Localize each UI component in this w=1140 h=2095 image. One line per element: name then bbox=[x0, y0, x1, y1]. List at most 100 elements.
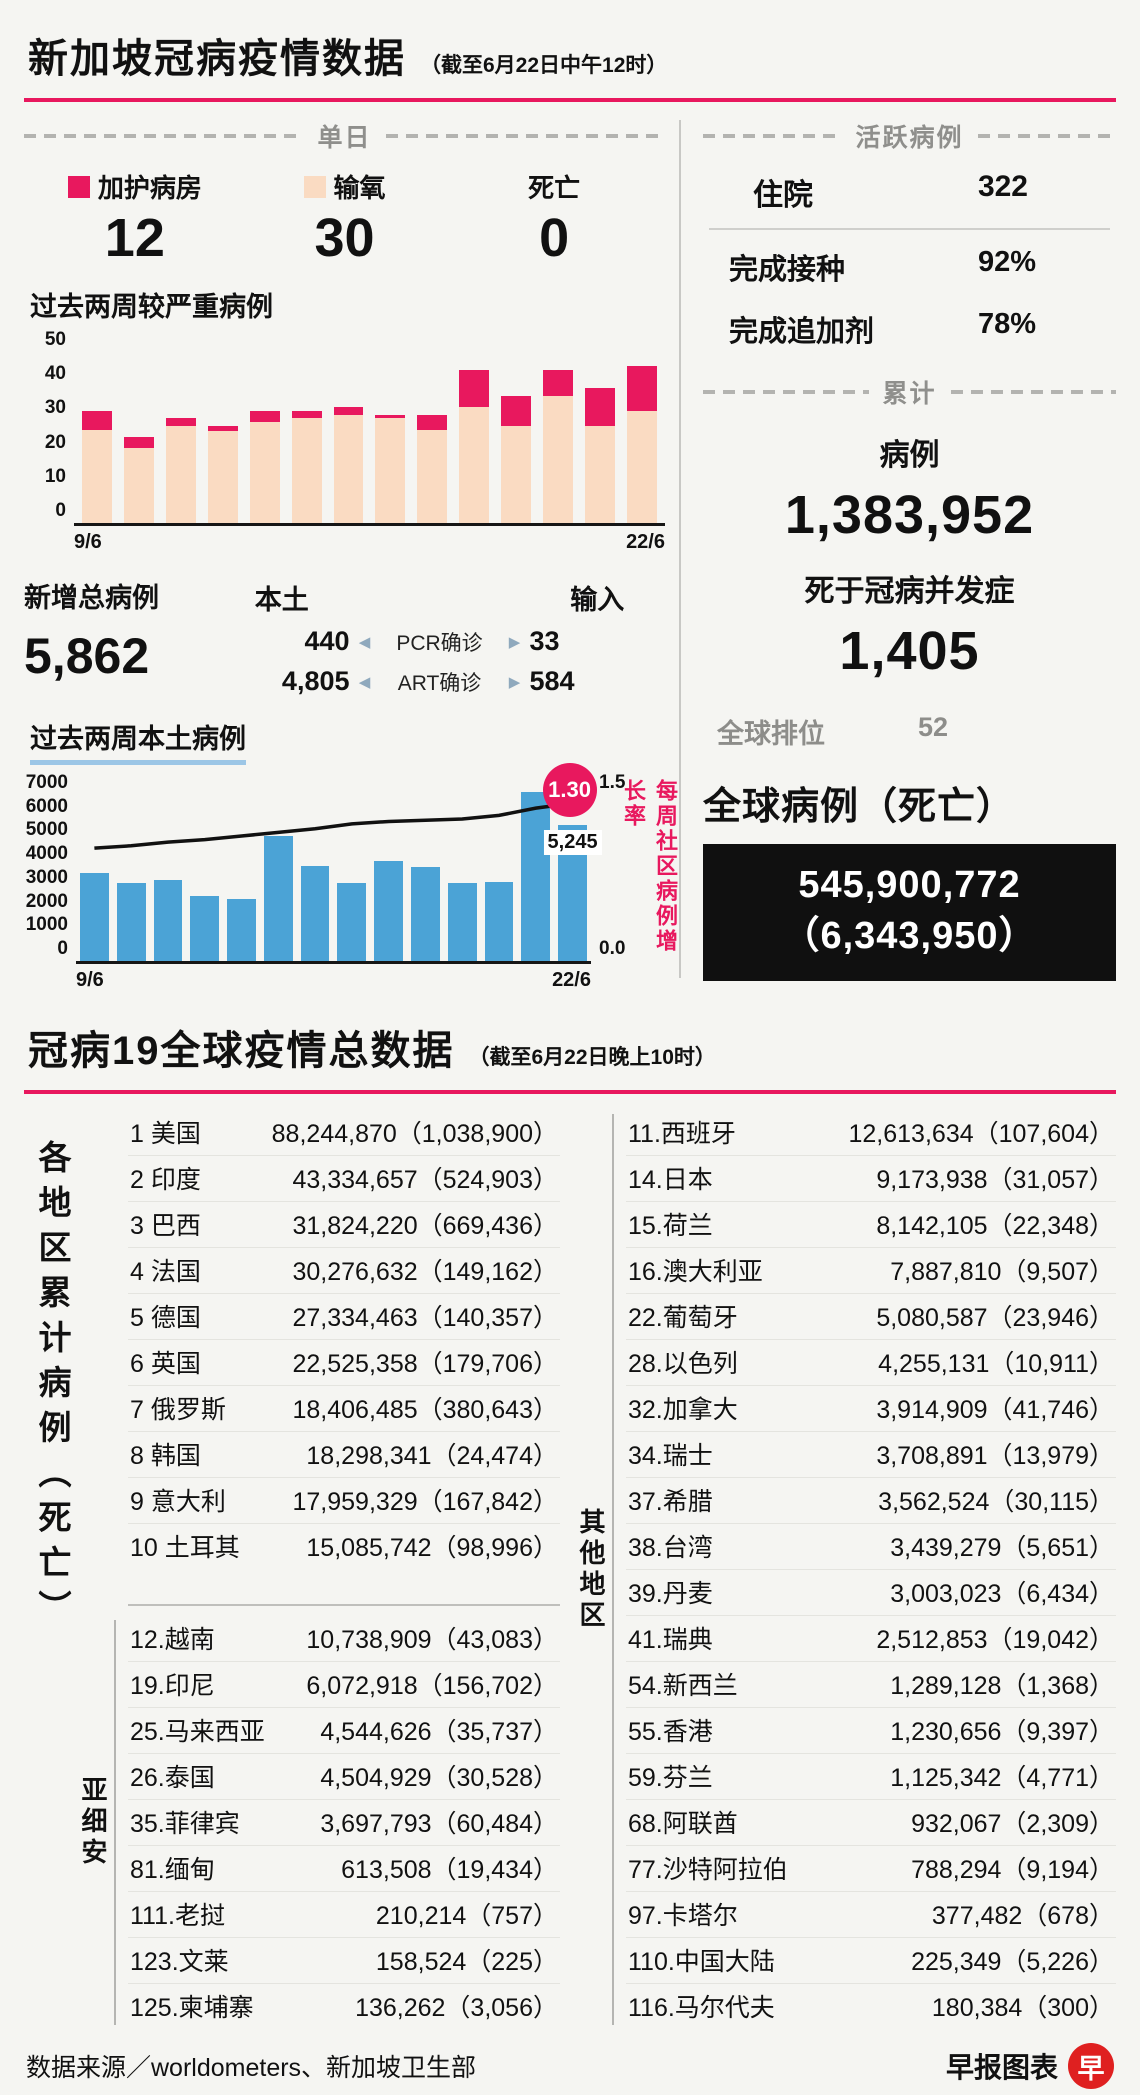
country-name: 97.卡塔尔 bbox=[628, 1902, 738, 1930]
y-tick-label: 0 bbox=[55, 499, 66, 521]
country-name: 125.柬埔寨 bbox=[130, 1994, 254, 2022]
country-name: 5 德国 bbox=[130, 1304, 201, 1332]
global-cases-box: 545,900,772 （6,343,950） bbox=[703, 844, 1116, 981]
asean-bracket bbox=[114, 1620, 116, 2025]
global-cases-value: 545,900,772 bbox=[798, 864, 1021, 906]
country-name: 81.缅甸 bbox=[130, 1856, 215, 1884]
country-value: 9,173,938（31,057） bbox=[876, 1166, 1114, 1194]
country-value: 225,349（5,226） bbox=[911, 1948, 1114, 1976]
country-name: 123.文莱 bbox=[130, 1948, 229, 1976]
country-name: 34.瑞士 bbox=[628, 1442, 713, 1470]
oxygen-segment bbox=[291, 418, 322, 523]
new-cases-total-block: 新增总病例 5,862 bbox=[24, 576, 214, 697]
severe-bar-stack bbox=[333, 336, 364, 523]
stats-column: 活跃病例 住院 322 完成接种 92% 完成追加剂 78% 累计 病例 bbox=[681, 112, 1117, 992]
growth-axis-max: 1.5 bbox=[599, 772, 626, 793]
y-tick-label: 2000 bbox=[25, 890, 68, 912]
country-name: 16.澳大利亚 bbox=[628, 1258, 763, 1286]
icu-segment bbox=[585, 388, 615, 426]
table-row: 8 韩国 18,298,341（24,474） bbox=[128, 1432, 560, 1478]
icu-segment bbox=[543, 369, 574, 396]
death-legend-item: 死亡 0 bbox=[449, 168, 659, 269]
icu-segment bbox=[626, 365, 657, 411]
top10-rows: 1 美国 88,244,870（1,038,900） 2 印度 43,334,657（… bbox=[128, 1110, 560, 1594]
icu-segment bbox=[291, 410, 322, 419]
table-row: 6 英国 22,525,358（179,706） bbox=[128, 1340, 560, 1386]
vaccinated-value: 92% bbox=[977, 246, 1036, 278]
oxygen-segment bbox=[123, 448, 154, 523]
local-case-bar bbox=[337, 883, 367, 961]
dash-line bbox=[950, 390, 1117, 394]
others-label: 其他地区 bbox=[576, 1507, 606, 1632]
icu-segment bbox=[501, 395, 532, 426]
dash-line bbox=[24, 134, 304, 138]
severe-chart-title: 过去两周较严重病例 bbox=[30, 292, 273, 322]
table-row: 9 意大利 17,959,329（167,842） bbox=[128, 1478, 560, 1524]
rank-label: 全球排位 bbox=[717, 719, 825, 749]
severe-cases-chart: 50 40 30 20 10 0 bbox=[24, 330, 665, 526]
country-name: 19.印尼 bbox=[130, 1672, 215, 1700]
group-separator bbox=[128, 1604, 560, 1606]
oxygen-segment bbox=[375, 418, 406, 523]
icu-segment bbox=[82, 410, 112, 430]
severe-plot bbox=[74, 336, 665, 526]
column-divider bbox=[679, 120, 681, 978]
y-tick-label: 6000 bbox=[25, 795, 68, 817]
asean-group: 亚细安 12.越南 10,738,909（43,083） 19.印尼 6,072,91… bbox=[78, 1616, 560, 2029]
country-value: 30,276,632（149,162） bbox=[292, 1258, 559, 1286]
new-cases-title: 新增总病例 bbox=[24, 583, 159, 613]
booster-value: 78% bbox=[977, 308, 1036, 340]
oxygen-count: 30 bbox=[314, 208, 375, 268]
oxygen-segment bbox=[165, 425, 196, 523]
table-row: 68.阿联酋 932,067（2,309） bbox=[626, 1800, 1116, 1846]
country-value: 18,298,341（24,474） bbox=[306, 1442, 558, 1470]
country-value: 3,697,793（60,484） bbox=[320, 1810, 558, 1838]
pcr-method-label: PCR确诊 bbox=[396, 631, 483, 655]
oxygen-segment bbox=[501, 425, 532, 523]
oxygen-label: 输氧 bbox=[333, 173, 386, 203]
country-name: 1 美国 bbox=[130, 1120, 201, 1148]
credit-block: 早报图表 早 bbox=[946, 2043, 1114, 2089]
growth-axis-label: 每周社区病例增长率 bbox=[621, 779, 678, 954]
table-row: 59.芬兰 1,125,342（4,771） bbox=[626, 1754, 1116, 1800]
active-section-label: 活跃病例 bbox=[855, 124, 964, 152]
local-header: 本土 bbox=[254, 585, 309, 615]
death-label: 死亡 bbox=[528, 173, 581, 203]
local-case-bar bbox=[116, 883, 146, 961]
country-name: 4 法国 bbox=[130, 1258, 201, 1286]
x-end-label: 22/6 bbox=[626, 531, 665, 553]
country-name: 77.沙特阿拉伯 bbox=[628, 1856, 788, 1884]
severe-bar-stack bbox=[501, 336, 532, 523]
country-name: 6 英国 bbox=[130, 1350, 201, 1378]
deaths-label: 死于冠病并发症 bbox=[804, 575, 1015, 608]
local-case-bar bbox=[411, 867, 440, 961]
country-name: 54.新西兰 bbox=[628, 1672, 738, 1700]
table-row: 14.日本 9,173,938（31,057） bbox=[626, 1156, 1116, 1202]
cases-label: 病例 bbox=[879, 439, 940, 472]
daily-section-header: 单日 bbox=[24, 118, 666, 154]
footer: 数据来源／worldometers、新加坡卫生部 早报图表 早 bbox=[24, 2029, 1116, 2095]
oxygen-segment bbox=[543, 395, 574, 523]
vaccinated-label: 完成接种 bbox=[729, 254, 846, 286]
table-row: 19.印尼 6,072,918（156,702） bbox=[128, 1662, 560, 1708]
country-value: 377,482（678） bbox=[931, 1902, 1114, 1930]
local-case-bar bbox=[190, 896, 220, 961]
icu-swatch-icon bbox=[67, 175, 90, 198]
severe-bar-stack bbox=[459, 336, 490, 523]
cumulative-section-label: 累计 bbox=[882, 380, 937, 408]
country-name: 110.中国大陆 bbox=[628, 1948, 775, 1976]
country-value: 17,959,329（167,842） bbox=[292, 1488, 559, 1516]
active-section-header: 活跃病例 bbox=[703, 118, 1117, 154]
oxygen-segment bbox=[82, 429, 112, 523]
severe-bar-stack bbox=[585, 336, 615, 523]
severe-bar-stack bbox=[291, 336, 322, 523]
country-value: 7,887,810（9,507） bbox=[890, 1258, 1114, 1286]
daily-section-label: 单日 bbox=[317, 124, 372, 152]
table-row: 110.中国大陆 225,349（5,226） bbox=[626, 1938, 1116, 1984]
country-value: 1,289,128（1,368） bbox=[890, 1672, 1114, 1700]
country-value: 136,262（3,056） bbox=[355, 1994, 558, 2022]
severe-bar-stack bbox=[207, 336, 238, 523]
growth-rate-badge: 1.30 bbox=[542, 763, 597, 817]
y-tick-label: 30 bbox=[44, 397, 66, 419]
